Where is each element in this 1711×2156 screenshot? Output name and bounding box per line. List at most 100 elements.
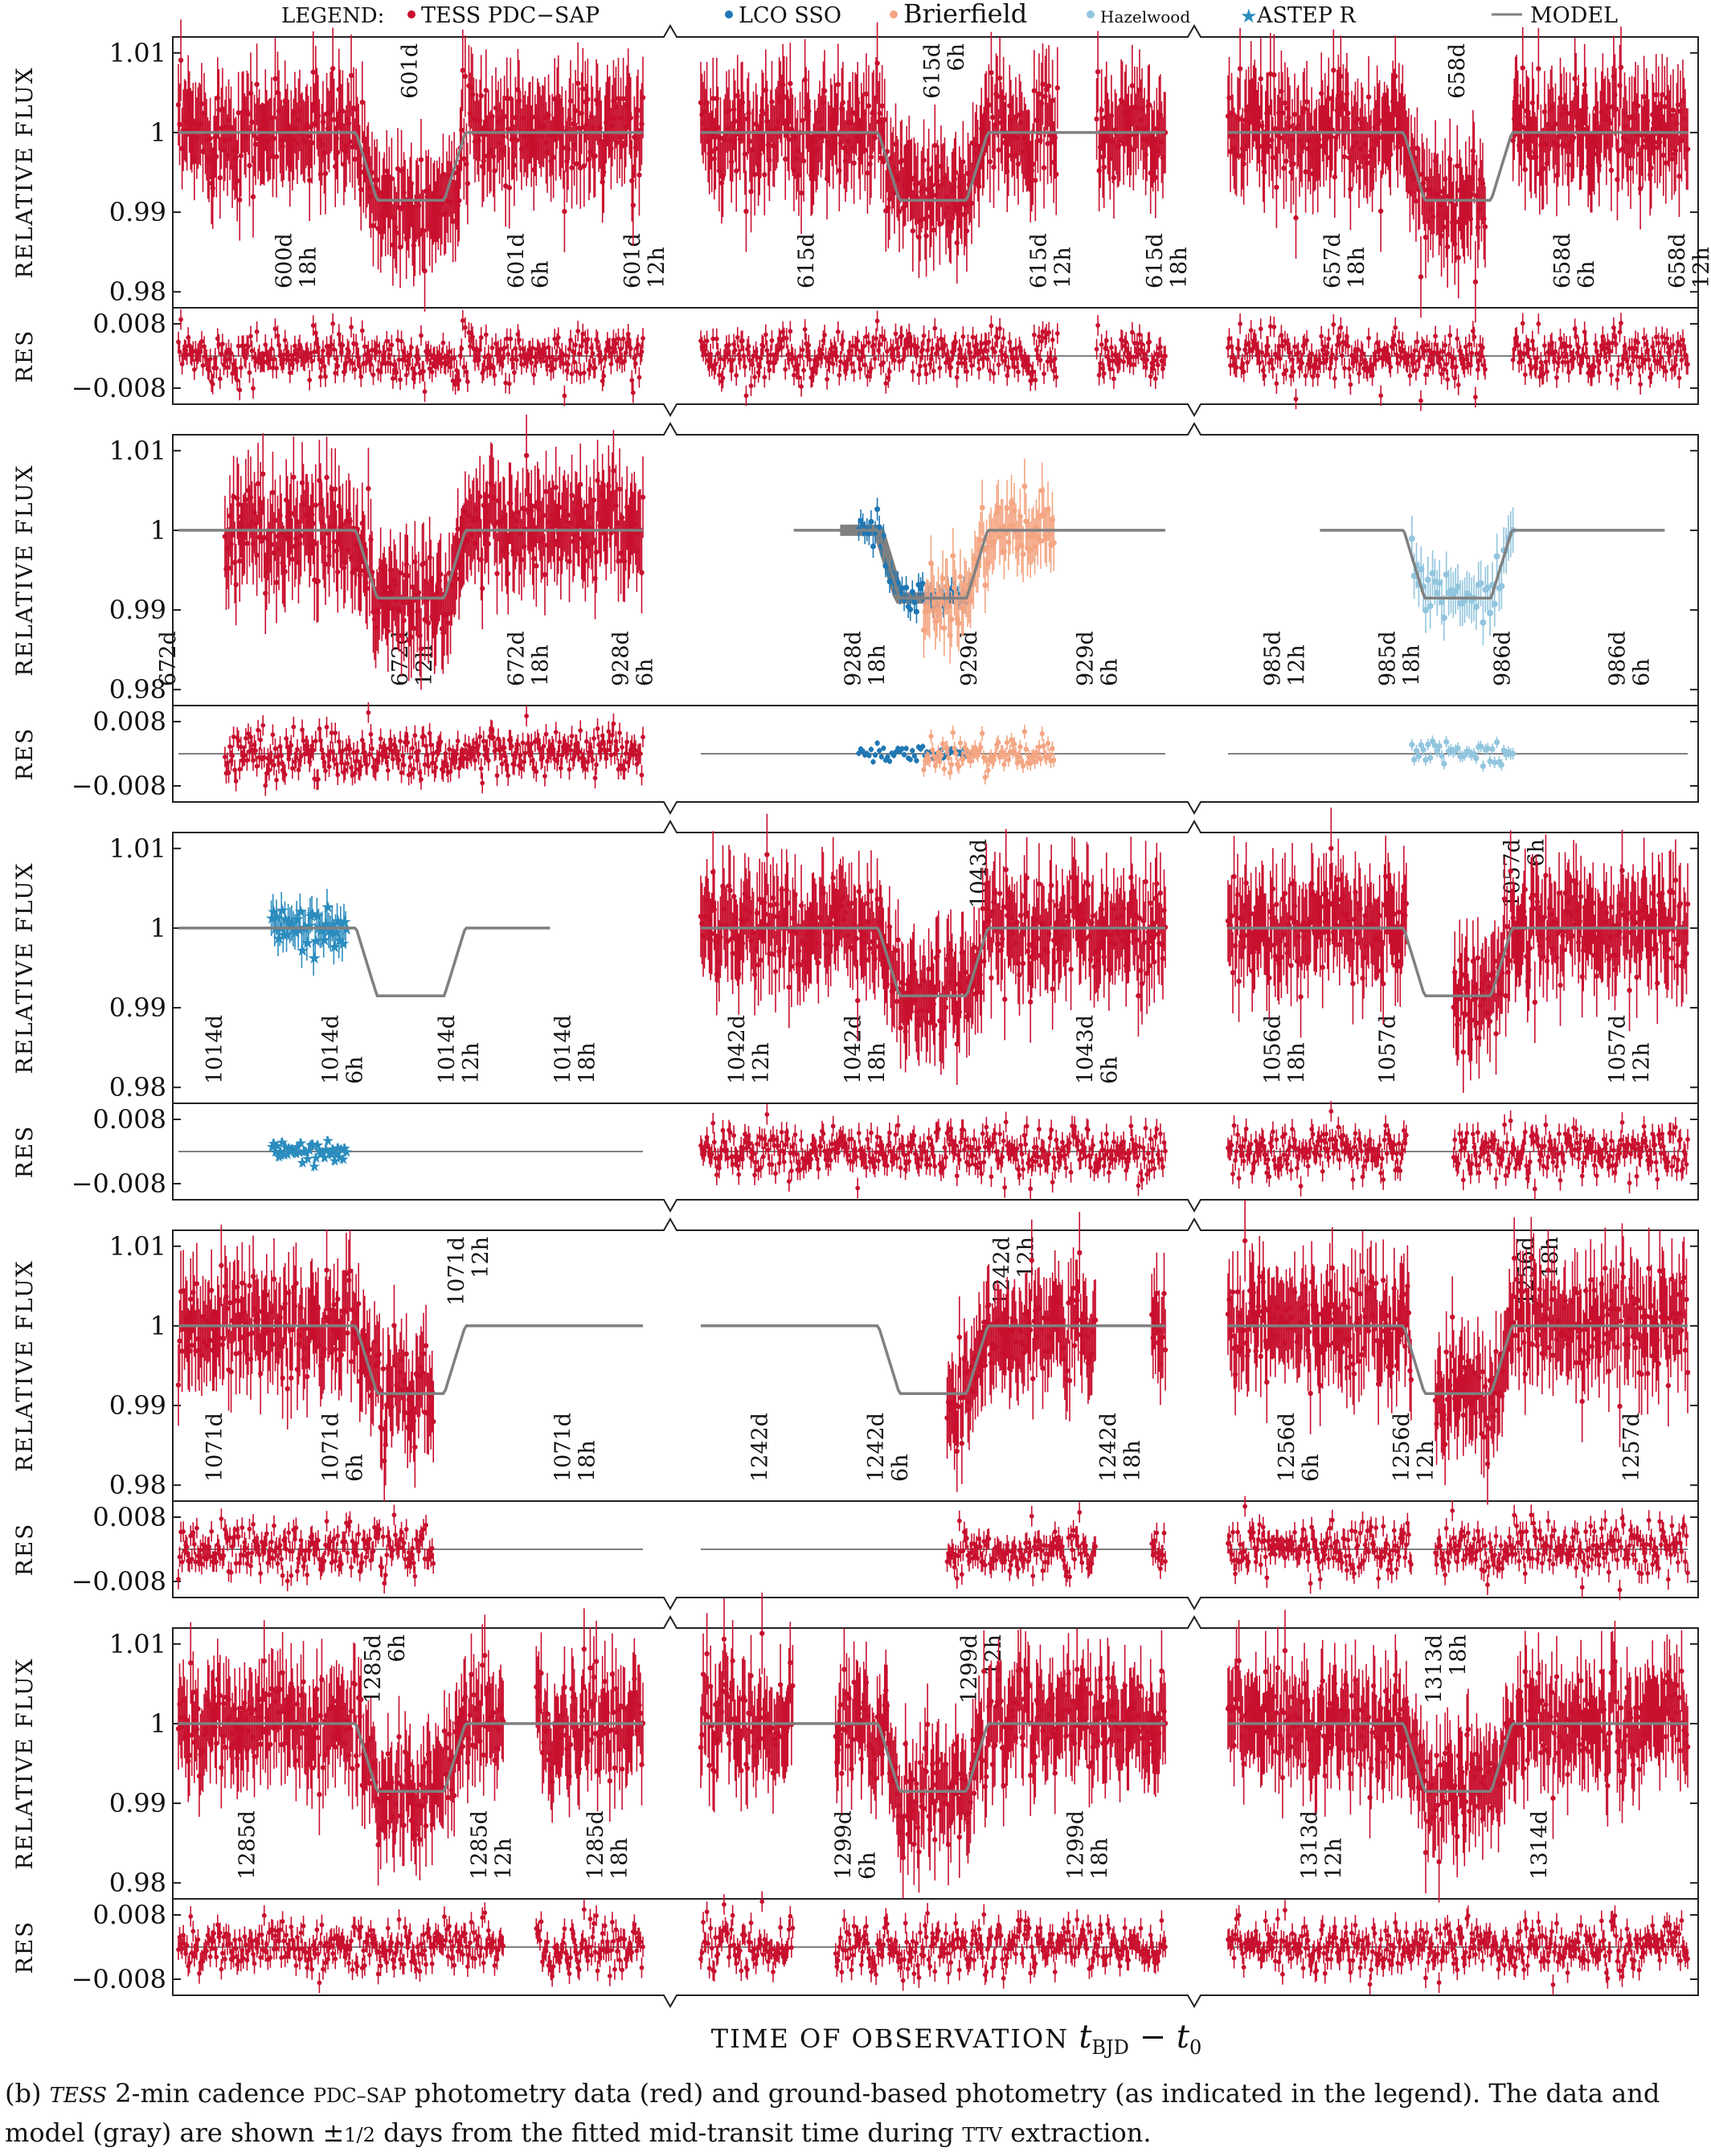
data-point — [915, 181, 920, 186]
residual-point — [253, 748, 258, 753]
residual-point — [1557, 355, 1562, 360]
residual-point — [1099, 342, 1104, 347]
data-point — [1055, 85, 1060, 90]
time-tick-label: 12h — [1689, 247, 1711, 288]
residual-point — [995, 336, 1000, 341]
residual-point — [430, 370, 435, 374]
data-point — [1147, 102, 1152, 107]
residual-point — [384, 755, 389, 759]
residual-point — [271, 732, 276, 737]
residual-point — [1338, 325, 1343, 330]
residual-point — [379, 736, 383, 741]
residual-point — [1054, 374, 1058, 379]
residual-point — [1102, 371, 1107, 376]
residual-point — [1109, 346, 1114, 350]
data-point — [1238, 66, 1242, 71]
data-point — [254, 82, 259, 87]
residual-point — [1609, 373, 1614, 378]
residual-point — [441, 341, 446, 346]
residual-point — [1130, 330, 1135, 335]
data-point — [1483, 224, 1488, 229]
residual-point — [377, 350, 382, 354]
residual-point — [1304, 338, 1309, 343]
residual-point — [1107, 367, 1112, 372]
residual-point — [1227, 336, 1232, 341]
axis-break-mark — [1177, 802, 1218, 813]
data-point — [911, 228, 915, 233]
data-point — [1033, 178, 1038, 182]
data-point — [335, 570, 340, 575]
time-tick-label: 6h — [944, 43, 969, 72]
flux-tick-label: 1 — [150, 117, 166, 148]
residual-point — [346, 761, 350, 766]
residual-point — [800, 347, 805, 352]
data-point — [851, 161, 856, 166]
data-point — [899, 158, 904, 162]
residual-point — [534, 360, 538, 365]
residual-point — [399, 339, 404, 344]
data-point — [207, 136, 212, 141]
residual-point — [349, 325, 354, 329]
residual-point — [852, 369, 857, 374]
residual-point — [1027, 363, 1032, 368]
residual-point — [871, 343, 876, 348]
residual-point — [316, 346, 321, 350]
residual-point — [743, 365, 747, 370]
residual-point — [1422, 349, 1427, 354]
residual-point — [575, 329, 580, 333]
residual-point — [1456, 383, 1461, 387]
data-point — [1095, 69, 1100, 74]
data-point — [316, 579, 321, 583]
residual-point — [333, 370, 338, 375]
residual-point — [295, 359, 300, 364]
residual-point — [1156, 362, 1160, 367]
residual-point — [841, 338, 845, 343]
residual-point — [1519, 358, 1524, 363]
data-point — [1473, 280, 1478, 284]
data-point — [249, 120, 254, 125]
residual-point — [531, 372, 536, 377]
data-point — [313, 502, 318, 507]
data-point — [340, 108, 345, 113]
data-point — [1418, 274, 1423, 279]
residual-point — [953, 340, 958, 345]
residual-point — [1095, 323, 1100, 328]
legend-label: TESS PDC−SAP — [421, 3, 600, 28]
residual-point — [263, 783, 268, 788]
residual-point — [223, 755, 227, 759]
residual-point — [727, 342, 731, 347]
residual-tick-label: 0.008 — [92, 309, 166, 339]
residual-point — [1287, 350, 1292, 355]
residual-point — [799, 384, 804, 389]
residual-point — [463, 325, 468, 330]
residual-point — [461, 365, 466, 370]
residual-point — [1635, 354, 1639, 359]
residual-point — [629, 378, 634, 383]
residual-point — [514, 358, 519, 362]
residual-point — [1245, 360, 1250, 365]
data-point — [1366, 94, 1371, 99]
residual-point — [1619, 321, 1623, 325]
residual-point — [1032, 333, 1037, 338]
residual-point — [1411, 361, 1416, 366]
residual-point — [714, 337, 719, 342]
residual-point — [340, 343, 345, 348]
residual-point — [239, 366, 244, 370]
residual-point — [752, 374, 757, 379]
residual-point — [568, 338, 573, 342]
residual-point — [362, 344, 367, 349]
data-point — [349, 73, 354, 78]
residual-point — [1361, 351, 1365, 356]
residual-point — [409, 346, 414, 350]
residual-point — [943, 342, 948, 347]
data-point — [864, 92, 869, 96]
residual-point — [312, 350, 317, 354]
residual-point — [269, 346, 274, 351]
data-point — [562, 209, 567, 214]
data-point — [1609, 168, 1614, 173]
data-point — [530, 114, 535, 119]
residual-point — [530, 346, 535, 350]
data-point — [456, 198, 461, 203]
residual-point — [297, 342, 302, 347]
data-point — [1111, 175, 1116, 180]
